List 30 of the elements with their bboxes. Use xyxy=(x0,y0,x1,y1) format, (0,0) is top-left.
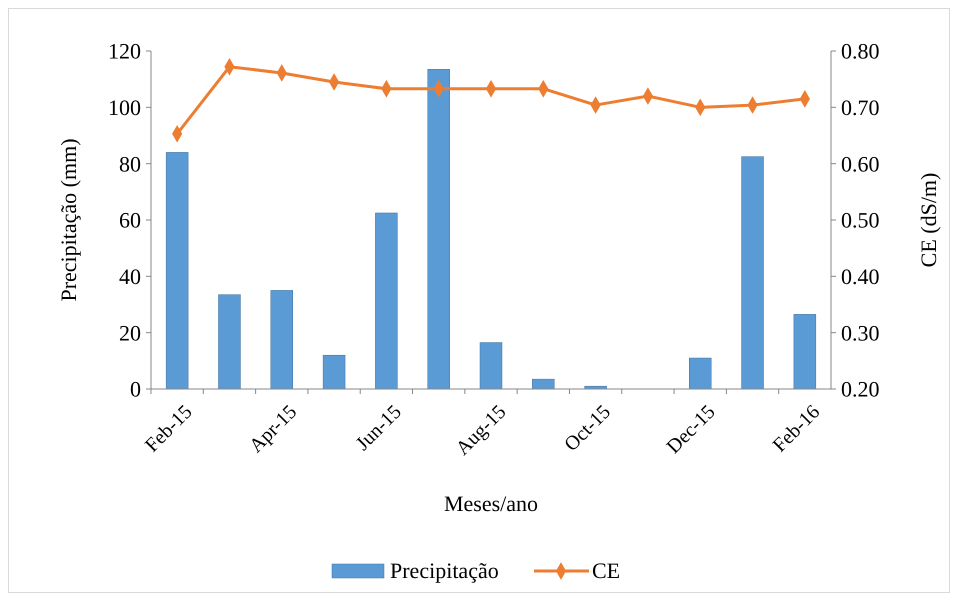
bar xyxy=(427,69,450,390)
bar xyxy=(166,152,188,390)
bar xyxy=(480,342,502,390)
bar xyxy=(322,354,346,390)
y2-tick-label: 0.20 xyxy=(841,376,880,402)
y-tick-label: 100 xyxy=(108,95,141,120)
legend-label: Precipitação xyxy=(390,558,499,583)
bar xyxy=(375,212,398,390)
bar xyxy=(688,358,712,390)
y-tick-label: 0 xyxy=(130,376,141,402)
y-tick-label: 120 xyxy=(108,38,141,64)
y2-tick-label: 0.70 xyxy=(841,95,880,120)
bar xyxy=(270,290,294,390)
y-tick-label: 80 xyxy=(119,151,141,176)
bar xyxy=(741,156,764,390)
y2-tick-label: 0.60 xyxy=(841,151,880,176)
bar xyxy=(218,294,241,390)
bar xyxy=(794,314,816,390)
y2-tick-label: 0.40 xyxy=(841,264,880,290)
x-axis-title: Meses/ano xyxy=(444,491,538,516)
bar xyxy=(532,378,555,390)
y2-tick-label: 0.30 xyxy=(841,320,880,346)
y2-axis-title: CE (dS/m) xyxy=(916,172,941,268)
y2-tick-label: 0.50 xyxy=(841,208,880,233)
y-axis-title: Precipitação (mm) xyxy=(56,138,81,302)
y2-tick-label: 0.80 xyxy=(841,38,880,64)
y-tick-label: 20 xyxy=(119,320,141,346)
legend-label: CE xyxy=(592,558,620,583)
y-tick-label: 40 xyxy=(119,264,141,290)
y-tick-label: 60 xyxy=(119,208,141,233)
